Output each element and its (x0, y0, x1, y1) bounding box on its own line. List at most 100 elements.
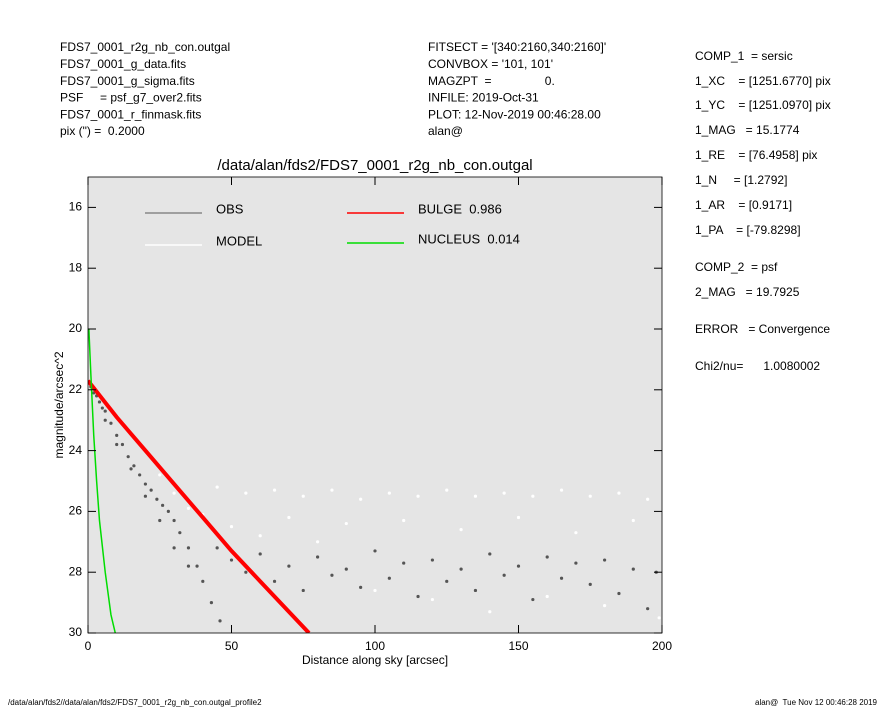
data-point (387, 576, 391, 580)
data-point (330, 573, 334, 577)
data-point (186, 564, 191, 568)
data-point (229, 558, 234, 562)
data-point (138, 473, 142, 477)
header-middle-line: alan@ (428, 124, 463, 138)
data-point (215, 546, 219, 550)
x-tick-label: 0 (85, 639, 92, 653)
data-point (344, 567, 348, 571)
data-point (359, 497, 363, 501)
y-tick-label: 16 (69, 200, 83, 214)
data-point (120, 442, 125, 447)
data-line (88, 328, 116, 633)
data-point (149, 488, 153, 492)
legend-label: OBS (216, 201, 244, 216)
data-point (103, 409, 107, 413)
data-point (218, 619, 222, 623)
x-axis-label: Distance along sky [arcsec] (302, 653, 448, 667)
header-right-line: ERROR = Convergence (695, 322, 830, 336)
legend-label: NUCLEUS 0.014 (418, 231, 520, 246)
data-point (657, 616, 661, 620)
data-point (488, 610, 492, 614)
data-point (631, 518, 635, 523)
data-point (502, 573, 506, 577)
header-right-line: 2_MAG = 19.7925 (695, 285, 800, 299)
data-point (172, 518, 176, 523)
header-middle-line: MAGZPT = 0. (428, 74, 555, 88)
data-point (545, 555, 549, 559)
data-point (166, 509, 170, 513)
plot-area (88, 177, 662, 633)
legend-label: MODEL (216, 233, 262, 248)
data-point (459, 567, 463, 571)
data-point (244, 491, 248, 495)
data-point (545, 594, 549, 599)
data-point (445, 488, 449, 492)
data-point (301, 588, 305, 593)
data-point (115, 433, 119, 437)
data-point (445, 579, 449, 583)
data-point (473, 588, 478, 593)
data-point (103, 418, 107, 422)
data-point (186, 506, 191, 510)
data-point (588, 494, 592, 498)
data-point (574, 531, 578, 535)
data-point (516, 515, 521, 520)
footer-right: alan@ Tue Nov 12 00:46:28 2019 (755, 698, 878, 707)
y-tick-label: 22 (69, 382, 83, 396)
data-point (502, 491, 506, 495)
header-left-line: PSF = psf_g7_over2.fits (60, 91, 202, 105)
data-point (574, 561, 578, 565)
x-tick-label: 150 (508, 639, 528, 653)
data-point (459, 528, 463, 532)
header-right-line: 1_RE = [76.4958] pix (695, 148, 817, 162)
header-right-line: 1_YC = [1251.0970] pix (695, 98, 831, 112)
data-point (646, 607, 650, 611)
data-point (258, 534, 262, 538)
data-point (646, 497, 650, 501)
data-point (172, 546, 176, 550)
data-point (531, 494, 535, 498)
data-point (178, 531, 182, 535)
data-point (132, 464, 136, 468)
header-middle-line: CONVBOX = '101, 101' (428, 57, 553, 71)
data-point (330, 488, 334, 492)
data-point (387, 491, 391, 495)
data-point (359, 585, 363, 590)
data-point (402, 518, 406, 523)
y-tick-label: 20 (69, 321, 83, 335)
header-right-line: 1_N = [1.2792] (695, 173, 787, 187)
data-point (287, 564, 291, 568)
x-tick-label: 50 (225, 639, 239, 653)
y-tick-label: 24 (69, 443, 83, 457)
data-point (201, 579, 205, 583)
data-point (287, 515, 291, 520)
data-point (603, 604, 607, 608)
data-point (209, 601, 214, 605)
header-right-line: COMP_1 = sersic (695, 49, 793, 63)
data-point (97, 400, 102, 404)
data-point (416, 494, 420, 498)
data-point (603, 558, 607, 562)
data-point (158, 473, 162, 477)
footer-left: /data/alan/fds2//data/alan/fds2/FDS7_000… (8, 698, 262, 707)
legend-label: BULGE 0.986 (418, 201, 502, 216)
header-right-line: Chi2/nu= 1.0080002 (695, 359, 820, 373)
y-tick-label: 28 (69, 564, 83, 578)
header-left-line: FDS7_0001_g_sigma.fits (60, 74, 195, 88)
data-point (301, 494, 305, 498)
data-point (172, 491, 176, 495)
data-point (416, 594, 420, 599)
data-point (143, 482, 147, 486)
data-point (215, 485, 219, 489)
data-point (631, 567, 635, 571)
header-right-line: COMP_2 = psf (695, 260, 778, 274)
header-left-line: FDS7_0001_r2g_nb_con.outgal (60, 40, 230, 54)
data-line (88, 379, 311, 633)
data-point (516, 564, 521, 568)
header-left-line: pix (") = 0.2000 (60, 124, 145, 138)
data-point (344, 521, 348, 526)
header-right-line: 1_AR = [0.9171] (695, 198, 792, 212)
data-point (559, 576, 564, 580)
data-point (129, 467, 133, 471)
data-point (617, 591, 621, 596)
